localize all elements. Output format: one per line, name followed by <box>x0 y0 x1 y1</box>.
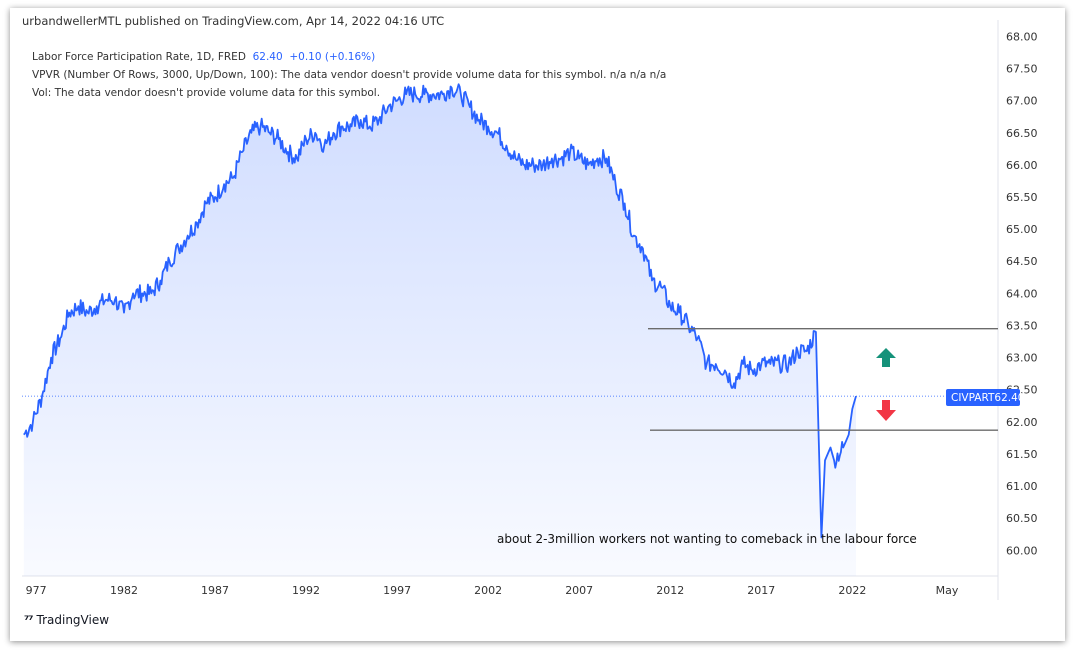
x-tick-label: 977 <box>26 584 47 597</box>
y-tick-label: 67.00 <box>1006 95 1038 108</box>
series-area-fill <box>23 84 857 577</box>
up-arrow-icon <box>876 348 896 367</box>
y-tick-label: 63.00 <box>1006 352 1038 365</box>
y-tick-label: 64.50 <box>1006 255 1038 268</box>
x-tick-label: 1992 <box>292 584 320 597</box>
x-tick-label: 1982 <box>110 584 138 597</box>
y-tick-label: 66.00 <box>1006 159 1038 172</box>
legend-value: 62.40 <box>252 51 283 63</box>
x-tick-label: 2017 <box>747 584 775 597</box>
y-tick-label: 61.50 <box>1006 448 1038 461</box>
y-tick-label: 65.00 <box>1006 223 1038 236</box>
y-tick-label: 64.00 <box>1006 287 1038 300</box>
series-line <box>23 83 857 539</box>
legend-main: Labor Force Participation Rate, 1D, FRED… <box>32 48 666 66</box>
annotation-text: about 2-3million workers not wanting to … <box>497 532 917 546</box>
legend-symbol-label: Labor Force Participation Rate, 1D, FRED <box>32 51 246 63</box>
x-tick-label: 1997 <box>383 584 411 597</box>
y-tick-label: 65.50 <box>1006 191 1038 204</box>
tradingview-logo[interactable]: ⁷⁷ TradingView <box>24 613 109 627</box>
published-info: urbandwellerMTL published on TradingView… <box>22 14 445 28</box>
y-tick-label: 61.00 <box>1006 480 1038 493</box>
y-tick-label: 62.00 <box>1006 416 1038 429</box>
y-tick-label: 63.50 <box>1006 319 1038 332</box>
y-tick-label: 60.50 <box>1006 512 1038 525</box>
tradingview-logo-icon: ⁷⁷ <box>24 613 33 627</box>
tradingview-brand: TradingView <box>36 613 110 627</box>
x-tick-label: 2012 <box>656 584 684 597</box>
y-tick-label: 60.00 <box>1006 544 1038 557</box>
x-tick-label: May <box>936 584 959 597</box>
down-arrow-icon <box>876 400 896 421</box>
x-tick-label: 2007 <box>565 584 593 597</box>
x-tick-label: 2022 <box>838 584 866 597</box>
y-tick-label: 68.00 <box>1006 30 1038 43</box>
price-tag-symbol: CIVPART <box>951 391 995 404</box>
y-tick-label: 67.50 <box>1006 63 1038 76</box>
legend-change: +0.10 (+0.16%) <box>289 51 376 63</box>
price-tag-value: 62.40 <box>994 391 1025 404</box>
legend: Labor Force Participation Rate, 1D, FRED… <box>32 48 666 102</box>
x-tick-label: 2002 <box>474 584 502 597</box>
y-tick-label: 66.50 <box>1006 127 1038 140</box>
legend-vpvr: VPVR (Number Of Rows, 3000, Up/Down, 100… <box>32 69 667 81</box>
legend-vol: Vol: The data vendor doesn't provide vol… <box>32 87 381 99</box>
x-tick-label: 1987 <box>201 584 229 597</box>
price-tag: CIVPART 62.40 <box>946 389 1024 406</box>
